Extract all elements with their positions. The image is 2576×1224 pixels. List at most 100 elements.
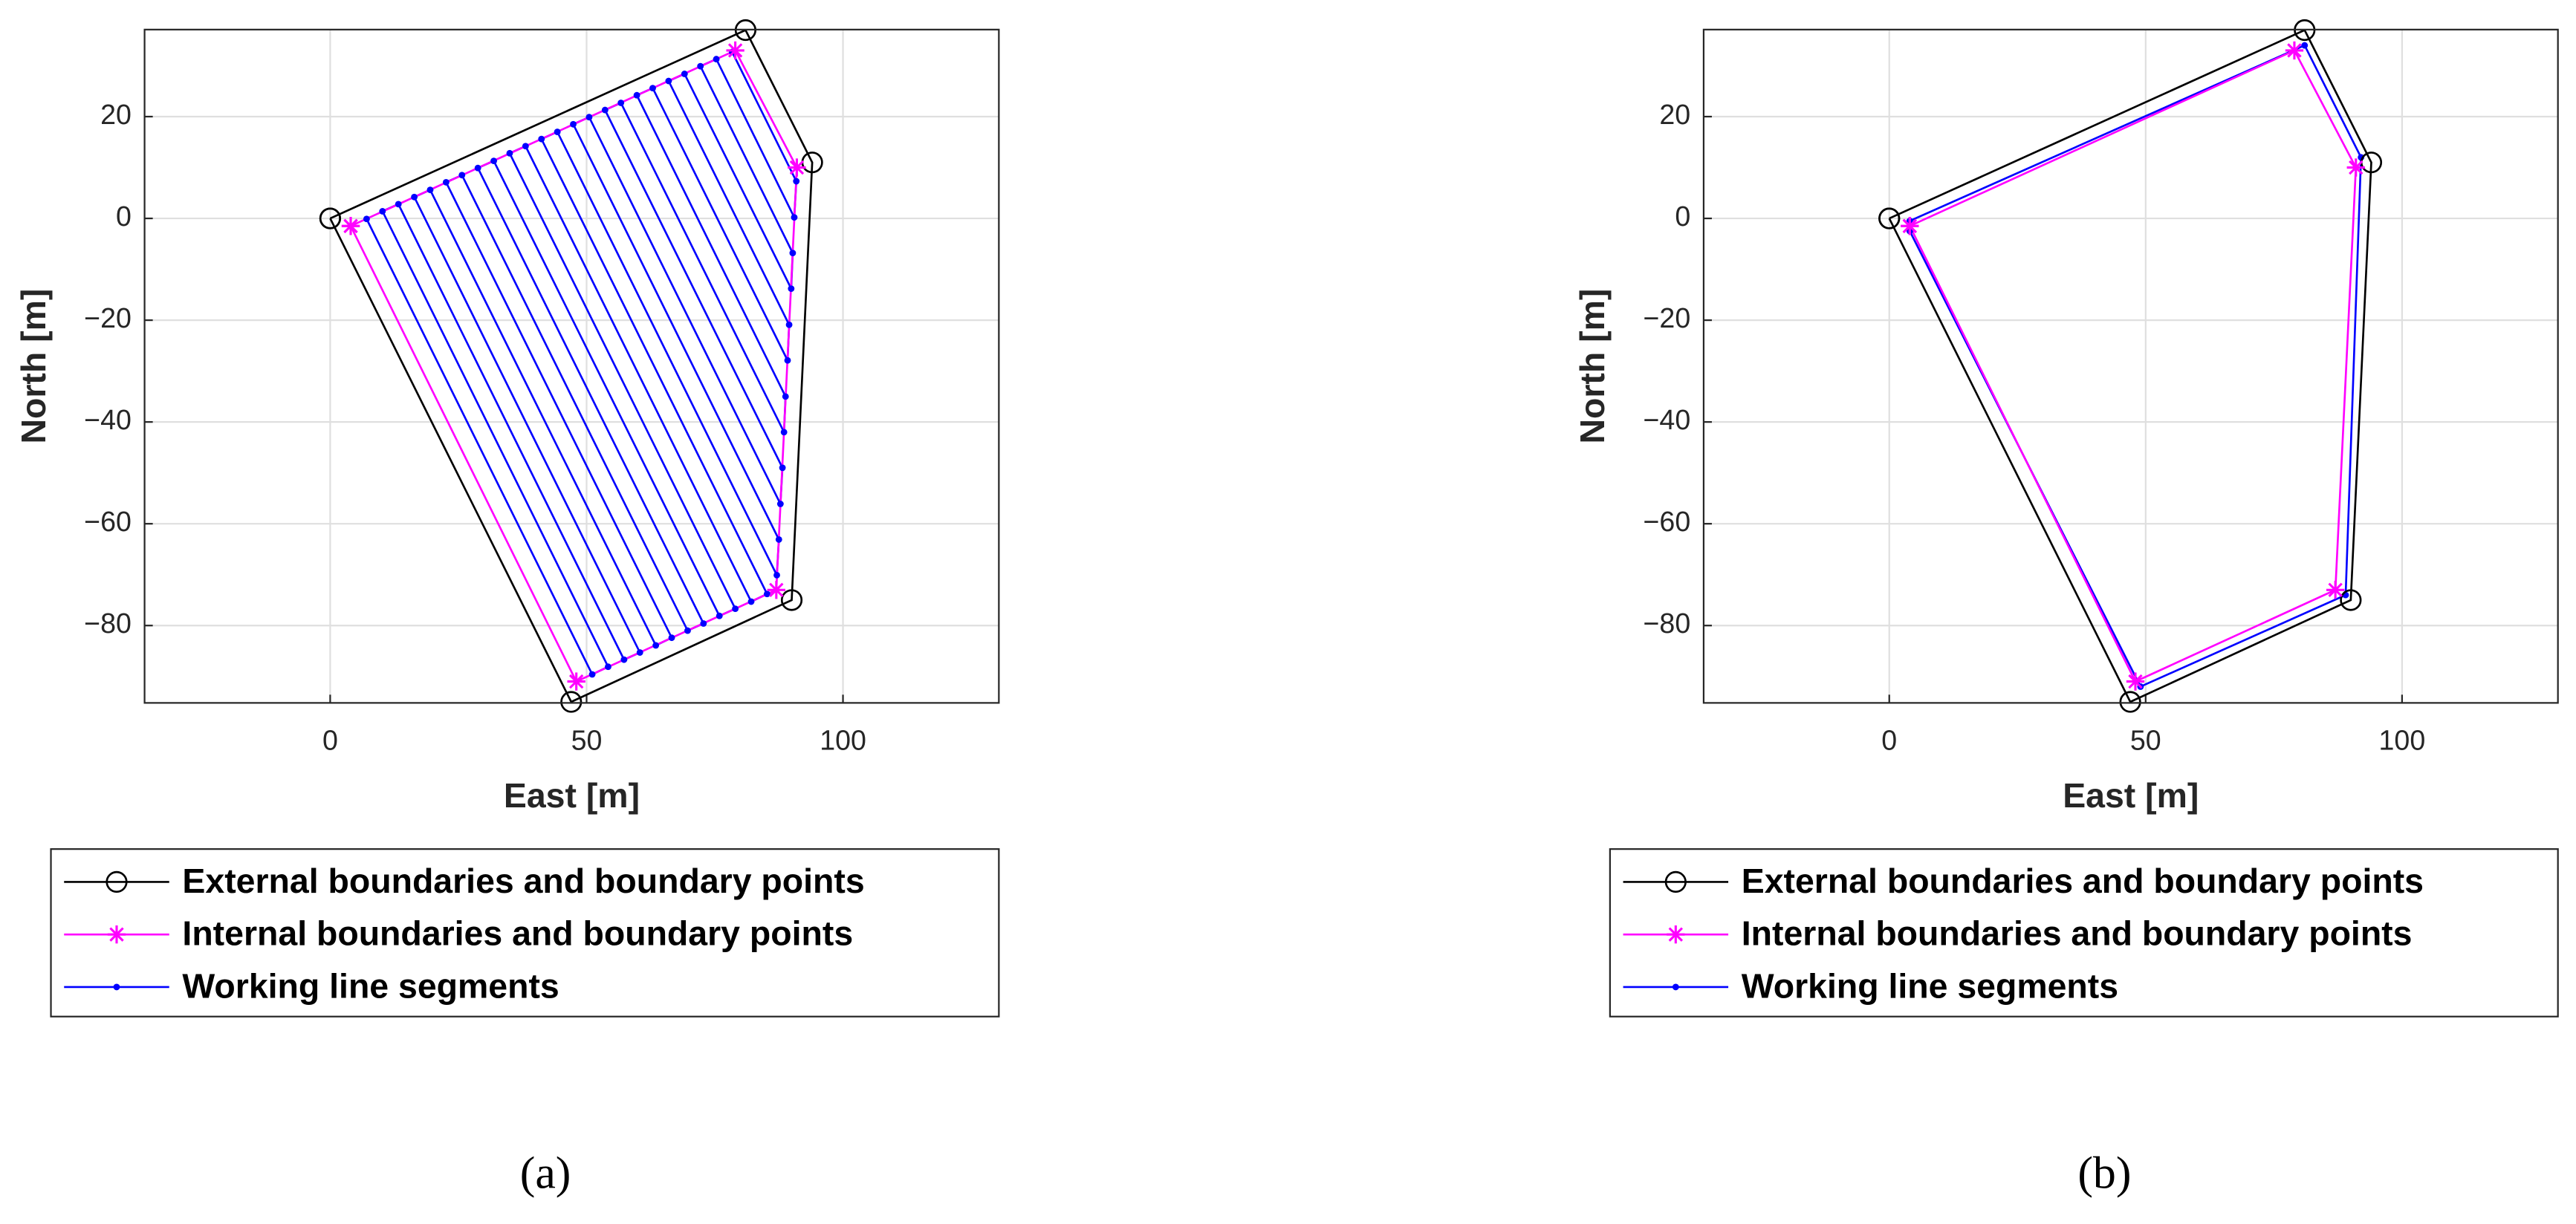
data-point	[538, 135, 545, 143]
data-point	[2301, 42, 2309, 49]
data-point	[773, 571, 780, 579]
legend-label: Internal boundaries and boundary points	[182, 914, 853, 953]
y-tick-label: −60	[84, 506, 132, 537]
data-point	[363, 215, 370, 223]
data-point	[779, 464, 786, 472]
data-point	[784, 357, 791, 364]
axes-box	[143, 28, 1000, 704]
y-axis-label: North [m]	[14, 289, 53, 444]
data-point	[713, 56, 720, 62]
data-point	[601, 106, 609, 114]
data-point	[605, 663, 611, 671]
legend-label: Working line segments	[1742, 966, 2118, 1005]
legend: External boundaries and boundary points I…	[50, 848, 1000, 1018]
data-point	[780, 429, 788, 436]
data-point	[617, 100, 625, 106]
data-point	[785, 321, 793, 328]
data-point	[319, 207, 341, 230]
data-point	[726, 41, 744, 60]
series-line	[1888, 29, 2372, 703]
data-point	[341, 217, 360, 235]
data-point	[789, 250, 797, 257]
legend: External boundaries and boundary points I…	[1609, 848, 2559, 1018]
series-line	[1909, 44, 2362, 688]
data-point	[780, 589, 803, 611]
data-point	[776, 501, 784, 507]
x-tick-label: 0	[1881, 724, 1897, 755]
legend-marker	[1667, 925, 1685, 944]
data-point	[395, 201, 402, 208]
legend-label: External boundaries and boundary points	[182, 862, 864, 900]
data-point	[767, 581, 785, 599]
data-point	[2119, 691, 2141, 713]
legend-box	[1609, 848, 2559, 1018]
data-point	[554, 128, 561, 135]
legend-label: Working line segments	[182, 966, 559, 1005]
y-tick-label: −40	[84, 404, 132, 435]
legend-marker	[1664, 870, 1687, 893]
data-point	[567, 672, 585, 691]
data-point	[700, 620, 707, 627]
y-tick-label: 20	[100, 99, 132, 130]
data-point	[732, 605, 739, 613]
data-point	[747, 598, 755, 605]
data-point	[2126, 672, 2145, 691]
data-point	[588, 671, 596, 678]
caption: (b)	[2077, 1148, 2131, 1199]
caption: (a)	[520, 1148, 571, 1199]
legend-marker	[107, 925, 126, 944]
data-point	[681, 71, 688, 77]
data-point	[506, 149, 513, 157]
y-axis-label: North [m]	[1573, 289, 1612, 444]
data-point	[668, 634, 675, 642]
data-point	[2340, 589, 2362, 611]
data-point	[697, 62, 704, 70]
data-point	[2326, 581, 2345, 599]
data-point	[649, 85, 656, 92]
y-tick-label: 0	[116, 201, 132, 232]
x-tick-label: 50	[571, 724, 603, 755]
x-tick-label: 100	[2379, 724, 2426, 755]
legend-marker	[106, 870, 128, 893]
legend-marker	[1672, 983, 1679, 991]
data-point	[458, 172, 466, 179]
data-point	[426, 186, 434, 194]
series-line	[329, 29, 814, 703]
data-point	[788, 285, 795, 293]
data-point	[782, 393, 789, 400]
x-tick-label: 100	[820, 724, 866, 755]
data-point	[788, 158, 806, 177]
data-point	[442, 178, 450, 186]
data-point	[763, 590, 770, 598]
data-point	[570, 120, 577, 128]
plot-area	[1703, 29, 2558, 703]
y-tick-label: −80	[84, 608, 132, 639]
x-axis-label: East [m]	[2063, 776, 2199, 815]
legend-label: Internal boundaries and boundary points	[1742, 914, 2413, 953]
data-point	[560, 691, 583, 713]
data-point	[522, 143, 529, 150]
y-tick-label: −20	[1643, 302, 1690, 333]
data-point	[411, 193, 418, 201]
chart-panel: 0 50 100 −80 −60 −40 −20 0 20 East [m] North [m] Ex…	[14, 19, 1000, 1199]
y-tick-label: −40	[1643, 404, 1690, 435]
y-tick-label: −60	[1643, 506, 1690, 537]
data-point	[1901, 217, 1919, 235]
legend-box	[50, 848, 1000, 1018]
data-point	[665, 77, 672, 85]
data-point	[379, 208, 386, 215]
data-point	[620, 656, 628, 663]
y-tick-label: 20	[1659, 99, 1690, 130]
data-point	[793, 178, 800, 185]
data-point	[775, 536, 782, 543]
plot-layer	[1888, 29, 2372, 703]
data-point	[2285, 41, 2304, 60]
x-axis-label: East [m]	[504, 776, 640, 815]
series-line	[1909, 49, 2358, 683]
data-point	[716, 612, 723, 619]
x-tick-label: 50	[2130, 724, 2161, 755]
axes-box	[1702, 28, 2559, 704]
y-tick-label: −80	[1643, 608, 1690, 639]
chart-panel: 0 50 100 −80 −60 −40 −20 0 20 East [m] North [m] Ex…	[1573, 19, 2559, 1199]
